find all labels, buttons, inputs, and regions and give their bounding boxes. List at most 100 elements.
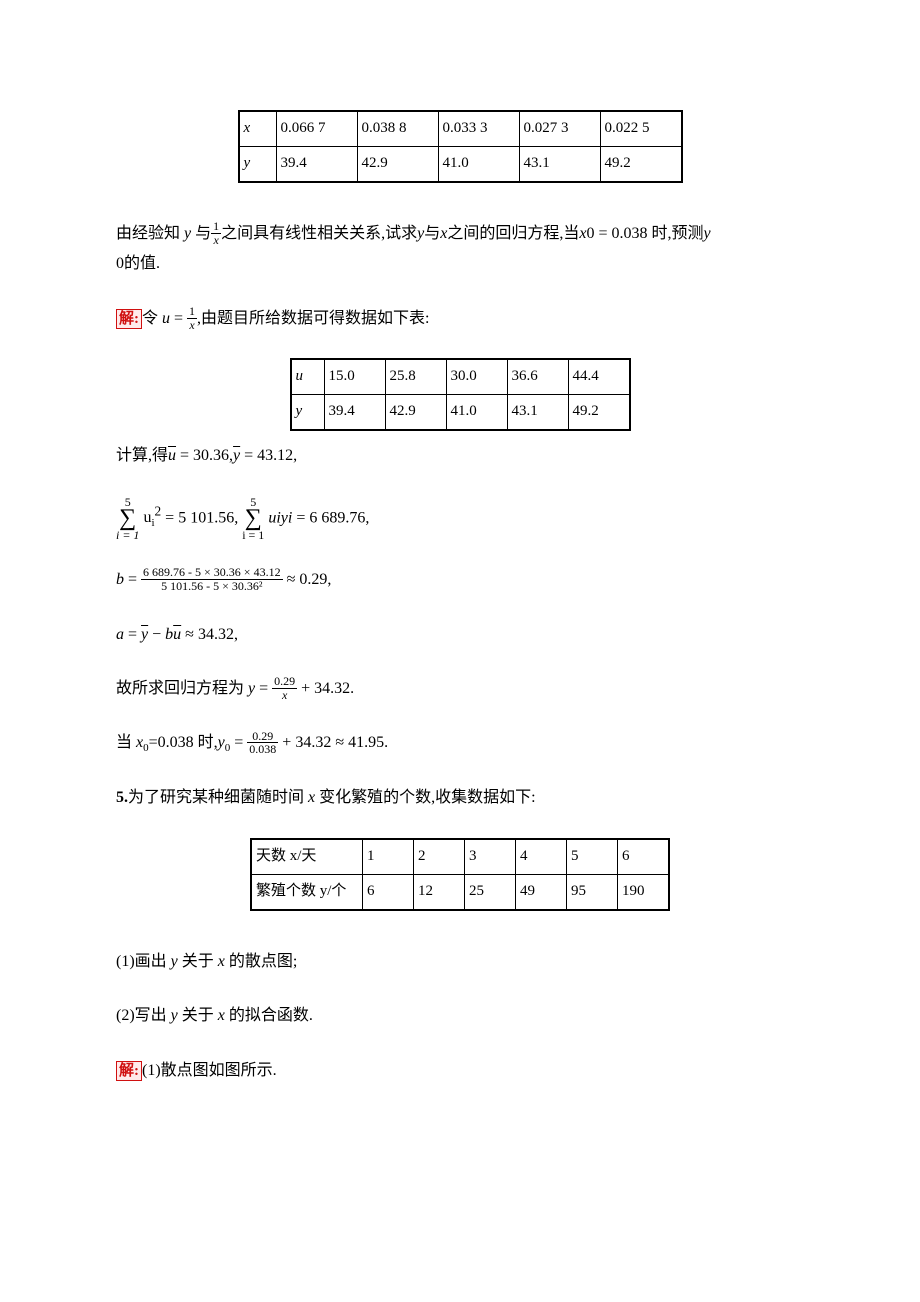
t3-c: 4 — [516, 839, 567, 875]
t2-c: 42.9 — [385, 395, 446, 431]
q5-statement: 5.为了研究某种细菌随时间 x 变化繁殖的个数,收集数据如下: — [116, 783, 804, 813]
t3-c: 95 — [567, 874, 618, 910]
fraction-1-over-x: 1x — [187, 305, 197, 331]
problem-statement: 由经验知 y 与1x之间具有线性相关关系,试求y与x之间的回归方程,当x0 = … — [116, 219, 804, 280]
text: 当 — [116, 734, 136, 751]
text: = 43.12, — [240, 447, 297, 464]
table2-wrap: u 15.0 25.8 30.0 36.6 44.4 y 39.4 42.9 4… — [116, 358, 804, 431]
u-bar: u — [168, 447, 176, 464]
eq: = — [230, 734, 247, 751]
t1-c: 39.4 — [276, 147, 357, 183]
table-row: u 15.0 25.8 30.0 36.6 44.4 — [291, 359, 630, 395]
var-x: x — [218, 953, 225, 970]
sigma-1: 5 ∑ i = 1 — [116, 496, 139, 542]
t2-c: 43.1 — [507, 395, 568, 431]
text: 之间的回归方程,当 — [447, 225, 579, 242]
answer-label-box: 解: — [116, 1061, 142, 1081]
text: 计算,得 — [116, 447, 168, 464]
t3-c: 49 — [516, 874, 567, 910]
text: 为了研究某种细菌随时间 — [128, 789, 308, 806]
var-x: x — [218, 1007, 225, 1024]
text: =0.038 时, — [149, 734, 218, 751]
text: 的散点图; — [225, 953, 297, 970]
t2-c: 41.0 — [446, 395, 507, 431]
frac-num: 1 — [187, 305, 197, 319]
eq: = — [255, 680, 272, 697]
t3-c: 6 — [363, 874, 414, 910]
text: 0 = 0.038 时,预测 — [587, 225, 704, 242]
text: 令 — [142, 310, 162, 327]
t3-c: 2 — [414, 839, 465, 875]
text: ≈ 0.29, — [283, 571, 332, 588]
var-a: a — [116, 626, 124, 643]
t2-c: 36.6 — [507, 359, 568, 395]
t1-c: 0.066 7 — [276, 111, 357, 147]
t2-c: 49.2 — [568, 395, 630, 431]
t3-c: 12 — [414, 874, 465, 910]
text: 由经验知 — [116, 225, 184, 242]
calc-b: b = 6 689.76 - 5 × 30.36 × 43.125 101.56… — [116, 565, 804, 595]
t3-c: 6 — [618, 839, 670, 875]
text: 与 — [191, 225, 211, 242]
term-uiyi: uiyi — [268, 509, 292, 526]
t1-c: 41.0 — [438, 147, 519, 183]
t1-c: 0.022 5 — [600, 111, 682, 147]
var-b: b — [116, 571, 124, 588]
t3-c: 5 — [567, 839, 618, 875]
t3-c: 190 — [618, 874, 670, 910]
text: 与 — [424, 225, 440, 242]
calc-sums: 5 ∑ i = 1 ui2 = 5 101.56, 5 ∑ i = 1 uiyi… — [116, 496, 804, 542]
t3-c: 3 — [465, 839, 516, 875]
u-bar: u — [173, 626, 181, 643]
t3-h2: 繁殖个数 y/个 — [251, 874, 363, 910]
sigma-icon: ∑ — [116, 508, 139, 530]
answer-label-box: 解: — [116, 309, 142, 329]
sub-i: i — [151, 517, 154, 529]
q5-part2: (2)写出 y 关于 x 的拟合函数. — [116, 1001, 804, 1031]
text: (1)画出 — [116, 953, 171, 970]
fraction-reg: 0.29x — [272, 675, 297, 701]
var-b: b — [165, 626, 173, 643]
text: = 30.36, — [176, 447, 233, 464]
sigma-2: 5 ∑ i = 1 — [242, 496, 264, 542]
frac-num: 1 — [211, 220, 221, 234]
text: 0的值. — [116, 255, 160, 272]
regression-eq: 故所求回归方程为 y = 0.29x + 34.32. — [116, 674, 804, 704]
q5-number: 5. — [116, 789, 128, 806]
table3-wrap: 天数 x/天 1 2 3 4 5 6 繁殖个数 y/个 6 12 25 49 9… — [116, 838, 804, 911]
var-y: y — [171, 953, 178, 970]
frac-den: 5 101.56 - 5 × 30.36² — [141, 580, 283, 593]
fraction-pred: 0.290.038 — [247, 730, 278, 756]
table-row: 繁殖个数 y/个 6 12 25 49 95 190 — [251, 874, 669, 910]
table3: 天数 x/天 1 2 3 4 5 6 繁殖个数 y/个 6 12 25 49 9… — [250, 838, 670, 911]
t2-c: 44.4 — [568, 359, 630, 395]
t1-c: 0.033 3 — [438, 111, 519, 147]
text: + 34.32. — [297, 680, 354, 697]
text: 的拟合函数. — [225, 1007, 313, 1024]
table-row: y 39.4 42.9 41.0 43.1 49.2 — [239, 147, 682, 183]
table-row: y 39.4 42.9 41.0 43.1 49.2 — [291, 395, 630, 431]
frac-den: x — [272, 689, 297, 702]
minus: − — [148, 626, 165, 643]
frac-den: x — [187, 319, 197, 332]
text: = — [124, 571, 141, 588]
t1-c: 42.9 — [357, 147, 438, 183]
table-row: 天数 x/天 1 2 3 4 5 6 — [251, 839, 669, 875]
frac-num: 0.29 — [272, 675, 297, 689]
table-row: x 0.066 7 0.038 8 0.033 3 0.027 3 0.022 … — [239, 111, 682, 147]
eq: = — [124, 626, 141, 643]
t2-c: 39.4 — [324, 395, 385, 431]
t1-c: 43.1 — [519, 147, 600, 183]
t1-c: 0.027 3 — [519, 111, 600, 147]
var-y: y — [704, 225, 711, 242]
text: = 5 101.56, — [161, 509, 242, 526]
var-x: x — [579, 225, 586, 242]
text: (1)散点图如图所示. — [142, 1062, 277, 1079]
text: 故所求回归方程为 — [116, 680, 248, 697]
sum-bot: i = 1 — [116, 529, 139, 541]
t1-h-y: y — [239, 147, 277, 183]
t1-h-x: x — [239, 111, 277, 147]
table2: u 15.0 25.8 30.0 36.6 44.4 y 39.4 42.9 4… — [290, 358, 631, 431]
text: = — [170, 310, 187, 327]
sigma-icon: ∑ — [242, 508, 264, 530]
